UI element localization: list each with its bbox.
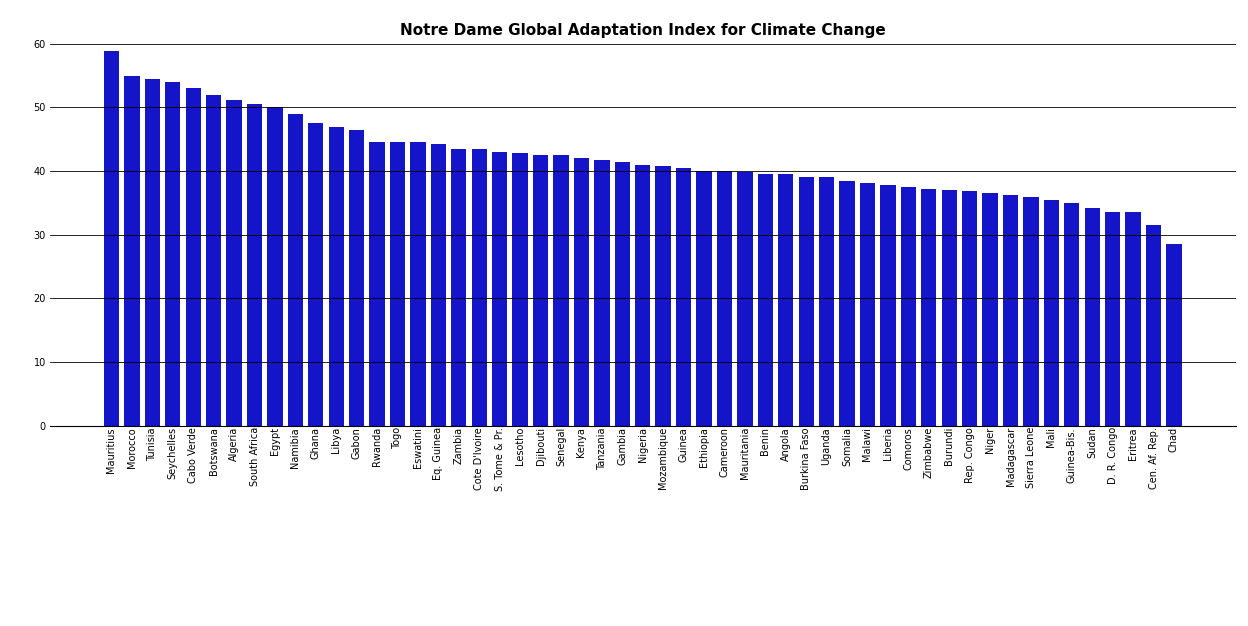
Bar: [716, 171, 733, 426]
Title: Notre Dame Global Adaptation Index for Climate Change: Notre Dame Global Adaptation Index for C…: [399, 24, 886, 38]
Bar: [226, 100, 242, 426]
Bar: [594, 160, 609, 426]
Bar: [125, 76, 140, 426]
Bar: [369, 143, 384, 426]
Bar: [901, 187, 916, 426]
Bar: [165, 82, 181, 426]
Bar: [696, 171, 711, 426]
Bar: [411, 143, 426, 426]
Bar: [1085, 208, 1099, 426]
Bar: [860, 183, 875, 426]
Bar: [799, 178, 814, 426]
Bar: [431, 144, 446, 426]
Bar: [819, 178, 834, 426]
Bar: [880, 185, 896, 426]
Bar: [982, 193, 997, 426]
Bar: [1043, 200, 1060, 426]
Bar: [349, 130, 364, 426]
Bar: [288, 114, 303, 426]
Bar: [104, 51, 119, 426]
Bar: [962, 192, 977, 426]
Bar: [328, 126, 344, 426]
Bar: [513, 153, 528, 426]
Bar: [655, 166, 671, 426]
Bar: [1167, 244, 1182, 426]
Bar: [840, 181, 855, 426]
Bar: [676, 168, 691, 426]
Bar: [921, 189, 936, 426]
Bar: [758, 174, 773, 426]
Bar: [635, 165, 650, 426]
Bar: [492, 152, 508, 426]
Bar: [533, 155, 548, 426]
Bar: [308, 123, 323, 426]
Bar: [206, 95, 221, 426]
Bar: [452, 149, 467, 426]
Bar: [389, 143, 406, 426]
Bar: [738, 172, 753, 426]
Bar: [1126, 212, 1141, 426]
Bar: [553, 155, 569, 426]
Bar: [472, 149, 487, 426]
Bar: [1065, 203, 1080, 426]
Bar: [778, 174, 794, 426]
Bar: [145, 79, 160, 426]
Bar: [941, 190, 957, 426]
Bar: [1146, 225, 1161, 426]
Bar: [247, 105, 262, 426]
Bar: [574, 158, 589, 426]
Bar: [267, 108, 282, 426]
Bar: [1003, 195, 1018, 426]
Bar: [186, 88, 201, 426]
Bar: [614, 162, 630, 426]
Bar: [1104, 212, 1121, 426]
Bar: [1023, 197, 1038, 426]
